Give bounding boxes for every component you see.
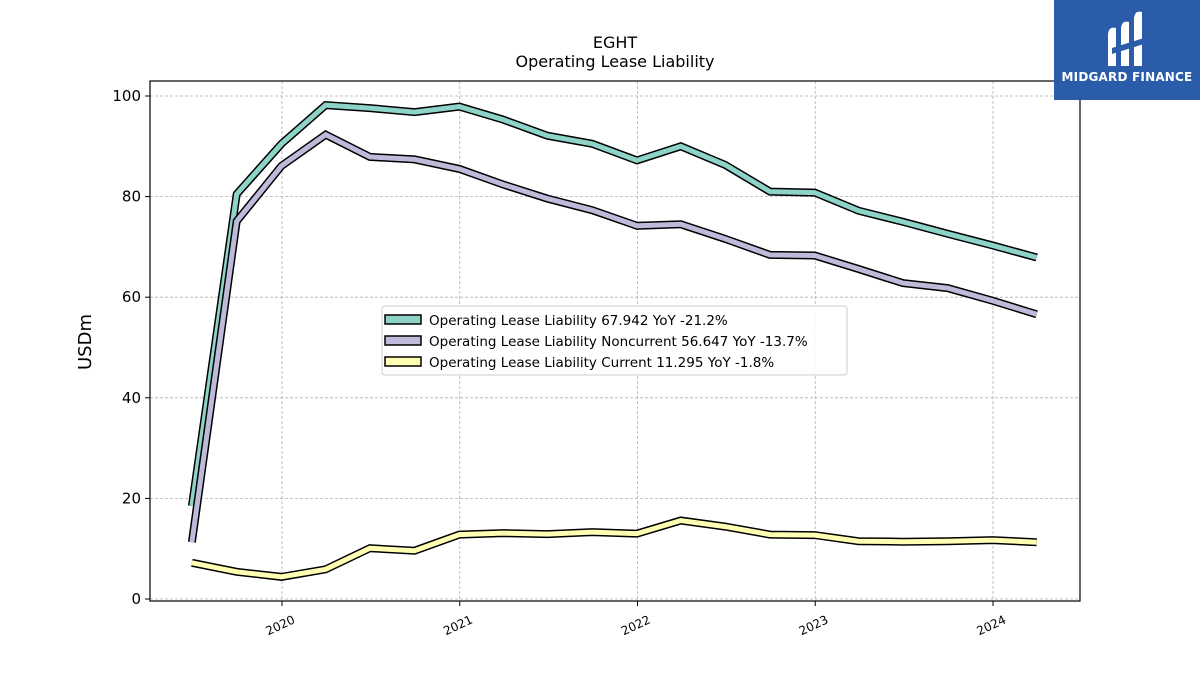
legend-swatch-0 xyxy=(384,314,422,325)
y-tick-label: 60 xyxy=(122,288,141,306)
x-tick-label: 2023 xyxy=(797,613,831,639)
brand-logo: MIDGARD FINANCE xyxy=(1054,0,1200,100)
y-axis-ticks: 0 20 40 60 80 100 xyxy=(112,87,150,608)
x-tick-label: 2020 xyxy=(264,613,298,639)
series-line-0 xyxy=(189,102,1038,507)
y-axis-label: USDm xyxy=(75,314,96,370)
y-tick-label: 20 xyxy=(122,489,141,507)
series-line-2 xyxy=(191,517,1037,580)
y-tick-label: 100 xyxy=(112,87,141,105)
legend-swatch-2 xyxy=(384,356,422,367)
x-axis-ticks: 2020 2021 2022 2023 2024 xyxy=(264,601,1009,639)
y-tick-label: 0 xyxy=(131,590,141,608)
legend-swatch-1 xyxy=(384,335,422,346)
logo-mark-icon xyxy=(1108,11,1144,66)
x-tick-label: 2021 xyxy=(441,613,475,639)
legend-label-2: Operating Lease Liability Current 11.295… xyxy=(429,355,774,371)
series-lines xyxy=(187,100,1038,581)
series-line-1 xyxy=(189,131,1038,543)
y-tick-label: 80 xyxy=(122,188,141,206)
chart-title: EGHT xyxy=(593,33,638,52)
logo-text: MIDGARD FINANCE xyxy=(1061,70,1193,84)
y-tick-label: 40 xyxy=(122,389,141,407)
chart-subtitle: Operating Lease Liability xyxy=(515,52,714,71)
plot-frame xyxy=(149,80,1081,602)
x-tick-label: 2024 xyxy=(975,613,1009,639)
legend: Operating Lease Liability 67.942 YoY -21… xyxy=(381,305,848,376)
legend-label-1: Operating Lease Liability Noncurrent 56.… xyxy=(429,334,808,350)
legend-box xyxy=(381,305,848,376)
legend-label-0: Operating Lease Liability 67.942 YoY -21… xyxy=(429,313,728,329)
x-tick-label: 2022 xyxy=(619,613,653,639)
